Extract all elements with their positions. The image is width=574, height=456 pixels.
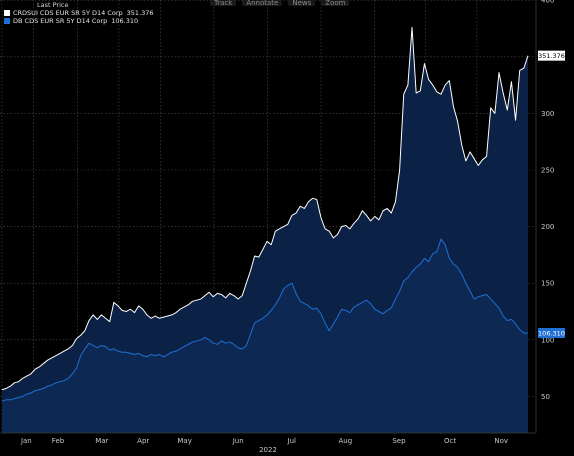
x-axis: Jan Feb Mar Apr May Jun Jul Aug Sep Oct Nov 2022 — [0, 432, 536, 454]
x-tick-label: Aug — [339, 437, 353, 445]
series-lines — [1, 26, 529, 402]
legend-label: CRDSUI CDS EUR SR 5Y D14 Corp — [13, 9, 123, 17]
legend-label: DB CDS EUR SR 5Y D14 Corp — [13, 17, 108, 25]
x-tick-label: Jan — [20, 437, 32, 445]
series-line-1 — [1, 238, 528, 402]
track-button[interactable]: Track — [210, 0, 237, 6]
annotate-button[interactable]: Annotate — [242, 0, 283, 6]
x-tick-label: Nov — [494, 437, 508, 445]
y-tick-label: 150 — [541, 280, 554, 288]
series-line-0 — [1, 26, 529, 391]
y-tick-label: 100 — [541, 336, 554, 344]
x-tick-label: Apr — [137, 437, 149, 445]
y-tick-label: 400 — [541, 0, 554, 5]
y-tick-label: 50 — [541, 393, 550, 401]
legend-swatch-blue — [4, 18, 10, 24]
legend-swatch-white — [4, 10, 10, 16]
legend-value: 106.310 — [111, 17, 139, 25]
last-value-tag-bg — [538, 50, 565, 61]
x-tick-label: Sep — [392, 437, 406, 445]
series-areas — [2, 27, 528, 434]
y-tick-label: 250 — [541, 167, 554, 175]
y-tick-label: 300 — [541, 110, 554, 118]
x-tick-label: Feb — [52, 437, 65, 445]
x-tick-label: Oct — [444, 437, 456, 445]
x-axis-year-label: 2022 — [259, 446, 277, 454]
legend-entry-crdsui: CRDSUI CDS EUR SR 5Y D14 Corp 351.376 — [4, 9, 154, 17]
last-value-tag-bg — [538, 328, 565, 339]
legend-value: 351.376 — [126, 9, 154, 17]
series-area-1 — [2, 239, 528, 433]
zoom-button[interactable]: Zoom — [321, 0, 350, 6]
x-tick-label: Mar — [95, 437, 108, 445]
y-tick-label: 200 — [541, 223, 554, 231]
chart-toolbar: Track Annotate News Zoom — [210, 0, 350, 6]
x-tick-label: May — [177, 437, 191, 445]
x-tick-label: Jul — [287, 437, 297, 445]
legend-header: Last Price — [37, 1, 69, 9]
legend-entry-db: DB CDS EUR SR 5Y D14 Corp 106.310 — [4, 17, 154, 25]
news-button[interactable]: News — [288, 0, 316, 6]
x-tick-label: Jun — [232, 437, 244, 445]
last-value-tags: 351.376 106.310 — [538, 50, 565, 339]
last-value-tag-label: 351.376 — [538, 52, 565, 60]
last-value-tag-label: 106.310 — [538, 330, 565, 338]
chart-legend: Last Price CRDSUI CDS EUR SR 5Y D14 Corp… — [4, 1, 154, 25]
